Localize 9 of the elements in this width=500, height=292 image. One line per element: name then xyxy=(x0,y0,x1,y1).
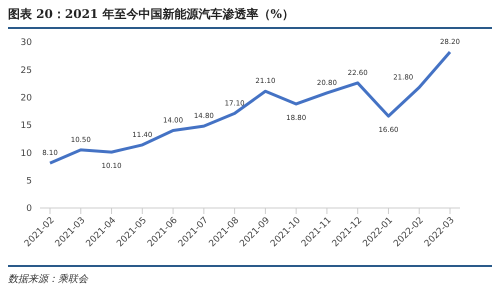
y-tick-label: 5 xyxy=(26,176,32,187)
y-tick-label: 0 xyxy=(26,204,32,214)
y-tick-label: 20 xyxy=(20,94,32,104)
y-tick-label: 30 xyxy=(20,38,32,48)
y-tick-label: 15 xyxy=(20,121,32,132)
source-note: 数据来源：乘联会 xyxy=(8,272,88,286)
y-tick-label: 10 xyxy=(20,148,32,159)
y-tick-label: 25 xyxy=(20,66,32,76)
chart-title: 图表 20：2021 年至今中国新能源汽车渗透率（%） xyxy=(8,6,294,23)
